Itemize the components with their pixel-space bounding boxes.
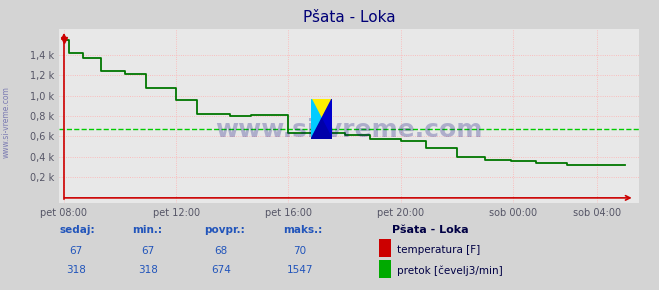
Text: Pšata - Loka: Pšata - Loka <box>392 225 469 235</box>
Text: 1547: 1547 <box>287 264 313 275</box>
Text: 67: 67 <box>142 246 155 256</box>
Text: 318: 318 <box>66 264 86 275</box>
Text: 67: 67 <box>69 246 82 256</box>
Text: temperatura [F]: temperatura [F] <box>397 245 480 255</box>
Text: 70: 70 <box>293 246 306 256</box>
Polygon shape <box>322 99 332 139</box>
Polygon shape <box>311 99 322 139</box>
Text: 68: 68 <box>214 246 227 256</box>
Text: maks.:: maks.: <box>283 225 323 235</box>
Text: 318: 318 <box>138 264 158 275</box>
Polygon shape <box>311 99 332 119</box>
Text: povpr.:: povpr.: <box>204 225 245 235</box>
Text: www.si-vreme.com: www.si-vreme.com <box>2 86 11 158</box>
Text: sedaj:: sedaj: <box>59 225 95 235</box>
Text: www.si-vreme.com: www.si-vreme.com <box>215 118 483 142</box>
Text: 674: 674 <box>211 264 231 275</box>
Polygon shape <box>311 119 332 139</box>
Text: pretok [čevelj3/min]: pretok [čevelj3/min] <box>397 266 503 276</box>
Text: min.:: min.: <box>132 225 162 235</box>
Title: Pšata - Loka: Pšata - Loka <box>303 10 395 25</box>
